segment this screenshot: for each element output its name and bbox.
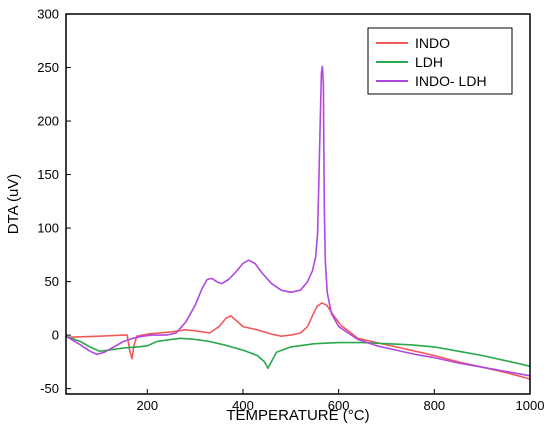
y-tick-label: 100 [37,221,59,236]
series-line-1 [65,335,531,370]
y-axis-label: DTA (uV) [5,174,22,235]
legend: INDO LDH INDO- LDH [367,27,513,95]
legend-label: INDO- LDH [415,73,487,89]
y-tick-label: 300 [37,7,59,22]
series-layer [65,65,531,380]
y-tick-label: 200 [37,114,59,129]
plot-frame [65,13,531,395]
x-tick-label: 1000 [516,398,545,413]
y-tick-label: 0 [52,328,59,343]
series-line-2 [65,65,531,377]
legend-label: LDH [415,54,443,70]
y-tick-label: -50 [40,381,59,396]
legend-label: INDO [415,35,450,51]
x-tick-label: 400 [232,398,254,413]
ticks-layer: 200 400 600 800 1000 -50 0 50 100 150 200 250 300 [37,7,544,414]
x-tick-label: 200 [136,398,158,413]
series-line-0 [65,302,531,380]
x-axis-label: TEMPERATURE (°C) [226,407,369,424]
y-tick-label: 50 [45,274,59,289]
x-tick-label: 600 [328,398,350,413]
y-tick-label: 250 [37,60,59,75]
x-tick-label: 800 [423,398,445,413]
y-tick-label: 150 [37,167,59,182]
